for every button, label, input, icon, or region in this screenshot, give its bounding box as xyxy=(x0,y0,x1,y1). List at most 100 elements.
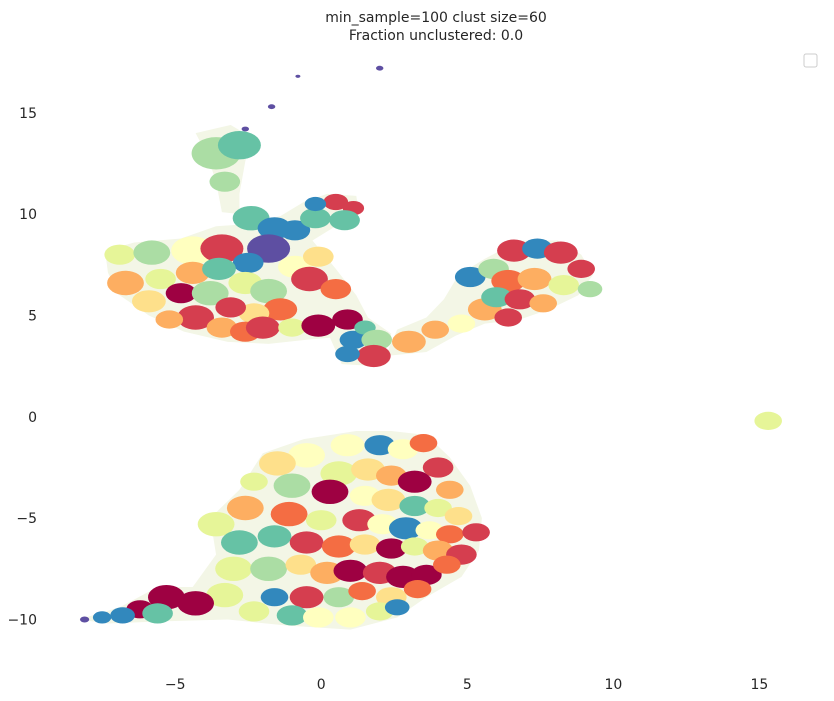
cluster-point xyxy=(403,580,432,599)
x-tick-label: −5 xyxy=(165,677,186,693)
cluster-point xyxy=(132,290,166,313)
chart-title-line-1: min_sample=100 clust size=60 xyxy=(325,10,547,26)
cluster-point xyxy=(376,65,384,71)
legend-box xyxy=(803,53,818,68)
cluster-layer xyxy=(80,65,782,628)
cluster-point xyxy=(240,472,268,491)
cluster-point xyxy=(148,585,185,610)
cluster-point xyxy=(504,289,536,310)
cluster-point xyxy=(454,266,486,288)
cluster-point xyxy=(304,196,327,212)
x-axis-tick-labels: −5 0 5 10 15 xyxy=(165,677,768,693)
cluster-point xyxy=(80,616,90,623)
cluster-point xyxy=(376,538,407,559)
cluster-point xyxy=(371,488,406,511)
cluster-point xyxy=(411,564,442,586)
y-tick-label: 5 xyxy=(28,309,37,325)
cluster-point xyxy=(548,275,579,296)
cluster-point xyxy=(361,329,393,350)
cluster-point xyxy=(267,104,276,110)
cluster-point xyxy=(384,599,410,616)
cluster-point xyxy=(320,279,352,300)
cluster-point xyxy=(422,457,454,478)
cluster-point xyxy=(238,601,270,622)
y-tick-label: −10 xyxy=(7,613,37,629)
cluster-point xyxy=(217,131,261,160)
cluster-point xyxy=(497,239,531,262)
cluster-point xyxy=(215,556,253,581)
cluster-point xyxy=(133,240,171,265)
cluster-point xyxy=(202,257,236,280)
cluster-point xyxy=(323,193,349,211)
cluster-point xyxy=(321,535,356,558)
cluster-point xyxy=(577,281,603,298)
cluster-point xyxy=(349,534,381,555)
cluster-point xyxy=(303,246,334,267)
cluster-point xyxy=(289,586,324,609)
cluster-point xyxy=(200,234,244,263)
cluster-point xyxy=(305,510,337,531)
cluster-point xyxy=(447,314,476,333)
cluster-point xyxy=(177,591,215,616)
y-tick-label: 0 xyxy=(28,410,37,426)
cluster-point xyxy=(288,443,325,468)
cluster-point xyxy=(356,344,391,368)
cluster-point xyxy=(311,479,349,504)
cluster-point xyxy=(543,241,578,264)
cluster-point xyxy=(145,268,176,290)
cluster-point xyxy=(250,278,287,304)
cluster-point xyxy=(333,559,368,582)
cluster-point xyxy=(517,267,552,291)
cluster-point xyxy=(245,316,280,339)
cluster-point xyxy=(260,588,289,607)
cluster-point xyxy=(491,269,526,293)
cluster-point xyxy=(273,473,311,498)
cluster-point xyxy=(399,495,431,517)
cluster-point xyxy=(567,259,595,278)
x-tick-label: 15 xyxy=(750,677,768,693)
cluster-point xyxy=(330,434,365,457)
cluster-point xyxy=(177,305,215,330)
cluster-point xyxy=(206,582,244,608)
cluster-point xyxy=(754,411,782,430)
cluster-point xyxy=(436,525,464,544)
cluster-point xyxy=(400,537,429,556)
cluster-point xyxy=(155,310,184,329)
cluster-point xyxy=(289,531,324,554)
cluster-point xyxy=(389,517,423,540)
cluster-point xyxy=(142,603,173,624)
cluster-point xyxy=(339,330,368,349)
cluster-point xyxy=(332,309,363,330)
cluster-point xyxy=(259,451,296,476)
cluster-point xyxy=(421,320,450,339)
cluster-point xyxy=(291,266,328,292)
cluster-point xyxy=(270,501,308,527)
cluster-point xyxy=(209,171,241,192)
cluster-point xyxy=(263,298,298,321)
cluster-point xyxy=(433,555,461,574)
cluster-point xyxy=(285,554,317,575)
cluster-point xyxy=(397,470,432,493)
cluster-point xyxy=(462,523,490,542)
cluster-point xyxy=(250,556,287,581)
y-tick-label: 15 xyxy=(19,106,37,122)
cluster-point xyxy=(226,495,264,521)
cluster-point xyxy=(320,461,358,486)
cluster-point xyxy=(424,498,452,518)
cluster-point xyxy=(348,582,376,601)
cluster-point xyxy=(191,281,229,306)
cluster-point xyxy=(278,318,306,337)
x-tick-label: 0 xyxy=(317,677,326,693)
cluster-point xyxy=(104,244,135,265)
cluster-point xyxy=(276,605,308,626)
cluster-point xyxy=(444,506,473,526)
cluster-point xyxy=(436,480,464,499)
cluster-point xyxy=(494,308,522,327)
cluster-point xyxy=(329,210,360,231)
cluster-point xyxy=(92,611,112,624)
x-tick-label: 10 xyxy=(604,677,622,693)
cluster-point xyxy=(392,330,426,353)
cluster-point xyxy=(197,512,235,537)
cluster-point xyxy=(221,530,258,555)
